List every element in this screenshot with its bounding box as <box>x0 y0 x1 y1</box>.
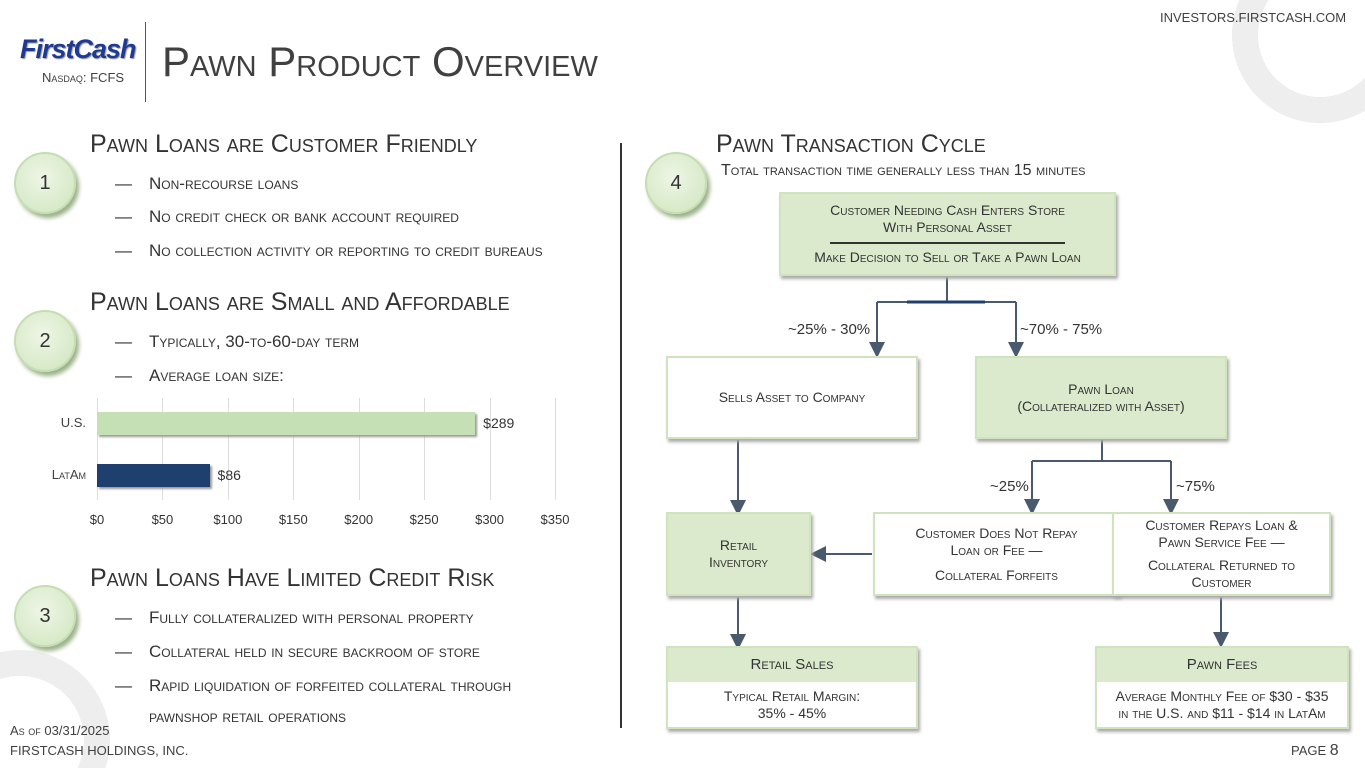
bullet: — No credit check or bank account require… <box>115 207 459 226</box>
category-label: LatAm <box>51 467 86 482</box>
x-tick-label: $0 <box>89 512 105 527</box>
section-title: Pawn Loans are Small and Affordable <box>90 288 510 316</box>
as-of-date: As of 03/31/2025 <box>10 723 110 738</box>
box-retail-sales: Retail Sales Typical Retail Margin: 35% -… <box>666 646 918 729</box>
bullet: — Typically, 30-to-60-day term <box>115 332 360 351</box>
cycle-title: Pawn Transaction Cycle <box>716 130 986 158</box>
ticker: Nasdaq: FCFS <box>42 70 125 85</box>
pct-sell: ~25% - 30% <box>788 321 871 338</box>
x-tick-label: $100 <box>213 512 243 527</box>
section-title: Pawn Loans Have Limited Credit Risk <box>90 564 495 592</box>
pct-forfeit: ~25% <box>990 478 1029 495</box>
gridline <box>97 398 98 500</box>
box-sells-asset: Sells Asset to Company <box>666 356 918 439</box>
gridline <box>293 398 295 500</box>
bar-latam <box>97 464 210 487</box>
section-number: 4 <box>645 152 707 214</box>
bullet: — Non-recourse loans <box>115 174 299 193</box>
bullet: — Fully collateralized with personal prop… <box>115 608 474 627</box>
box-retail-inventory: Retail Inventory <box>666 512 811 596</box>
x-tick-label: $300 <box>475 512 505 527</box>
gridline <box>227 398 229 500</box>
bullet: — Average loan size: <box>115 366 284 385</box>
box-divider <box>830 242 1065 244</box>
vertical-divider <box>620 143 622 728</box>
page-title: Pawn Product Overview <box>162 38 598 85</box>
bullet: — Rapid liquidation of forfeited collater… <box>115 676 512 695</box>
data-label: $289 <box>483 415 515 431</box>
cycle-subtitle: Total transaction time generally less th… <box>721 162 1086 179</box>
bar-us <box>97 412 476 435</box>
section-number: 1 <box>14 152 76 214</box>
x-tick-label: $150 <box>278 512 308 527</box>
pct-repay: ~75% <box>1176 478 1215 495</box>
gridline <box>489 398 491 500</box>
gridline <box>424 398 426 500</box>
decor-ring <box>1225 0 1365 125</box>
company-name: FIRSTCASH HOLDINGS, INC. <box>10 743 189 758</box>
gridline <box>358 398 360 500</box>
site-url[interactable]: INVESTORS.FIRSTCASH.COM <box>1160 10 1347 25</box>
category-label: U.S. <box>60 415 86 430</box>
section-number: 2 <box>14 310 76 372</box>
divider <box>145 22 146 102</box>
gridline <box>162 398 164 500</box>
pct-pawn: ~70% - 75% <box>1020 321 1103 338</box>
x-tick-label: $200 <box>344 512 374 527</box>
x-tick-label: $250 <box>409 512 439 527</box>
box-repays: Customer Repays Loan & Pawn Service Fee —… <box>1112 512 1331 596</box>
box-pawn-loan: Pawn Loan (Collateralized with Asset) <box>975 356 1227 439</box>
page-number: PAGE 8 <box>1291 742 1339 759</box>
box-customer-enters: Customer Needing Cash Enters Store With P… <box>779 192 1116 276</box>
section-title: Pawn Loans are Customer Friendly <box>90 130 478 158</box>
box-pawn-fees: Pawn Fees Average Monthly Fee of $30 - $… <box>1095 646 1349 729</box>
data-label: $86 <box>217 467 241 483</box>
logo: FirstCash <box>20 34 137 64</box>
gridline <box>555 398 556 500</box>
bullet: — Collateral held in secure backroom of s… <box>115 642 480 661</box>
x-tick-label: $50 <box>151 512 174 527</box>
box-does-not-repay: Customer Does Not Repay Loan or Fee — Coll… <box>873 512 1120 596</box>
bullet-continued: pawnshop retail operations <box>149 707 347 726</box>
x-tick-label: $350 <box>540 512 570 527</box>
decor-ring <box>0 640 120 768</box>
loan-size-chart: $0 $50 $100 $150 $200 $250 $300 $350 U.S. $289 Lat… <box>0 0 600 540</box>
bullet: — No collection activity or reporting to … <box>115 241 543 260</box>
section-number: 3 <box>14 585 76 647</box>
